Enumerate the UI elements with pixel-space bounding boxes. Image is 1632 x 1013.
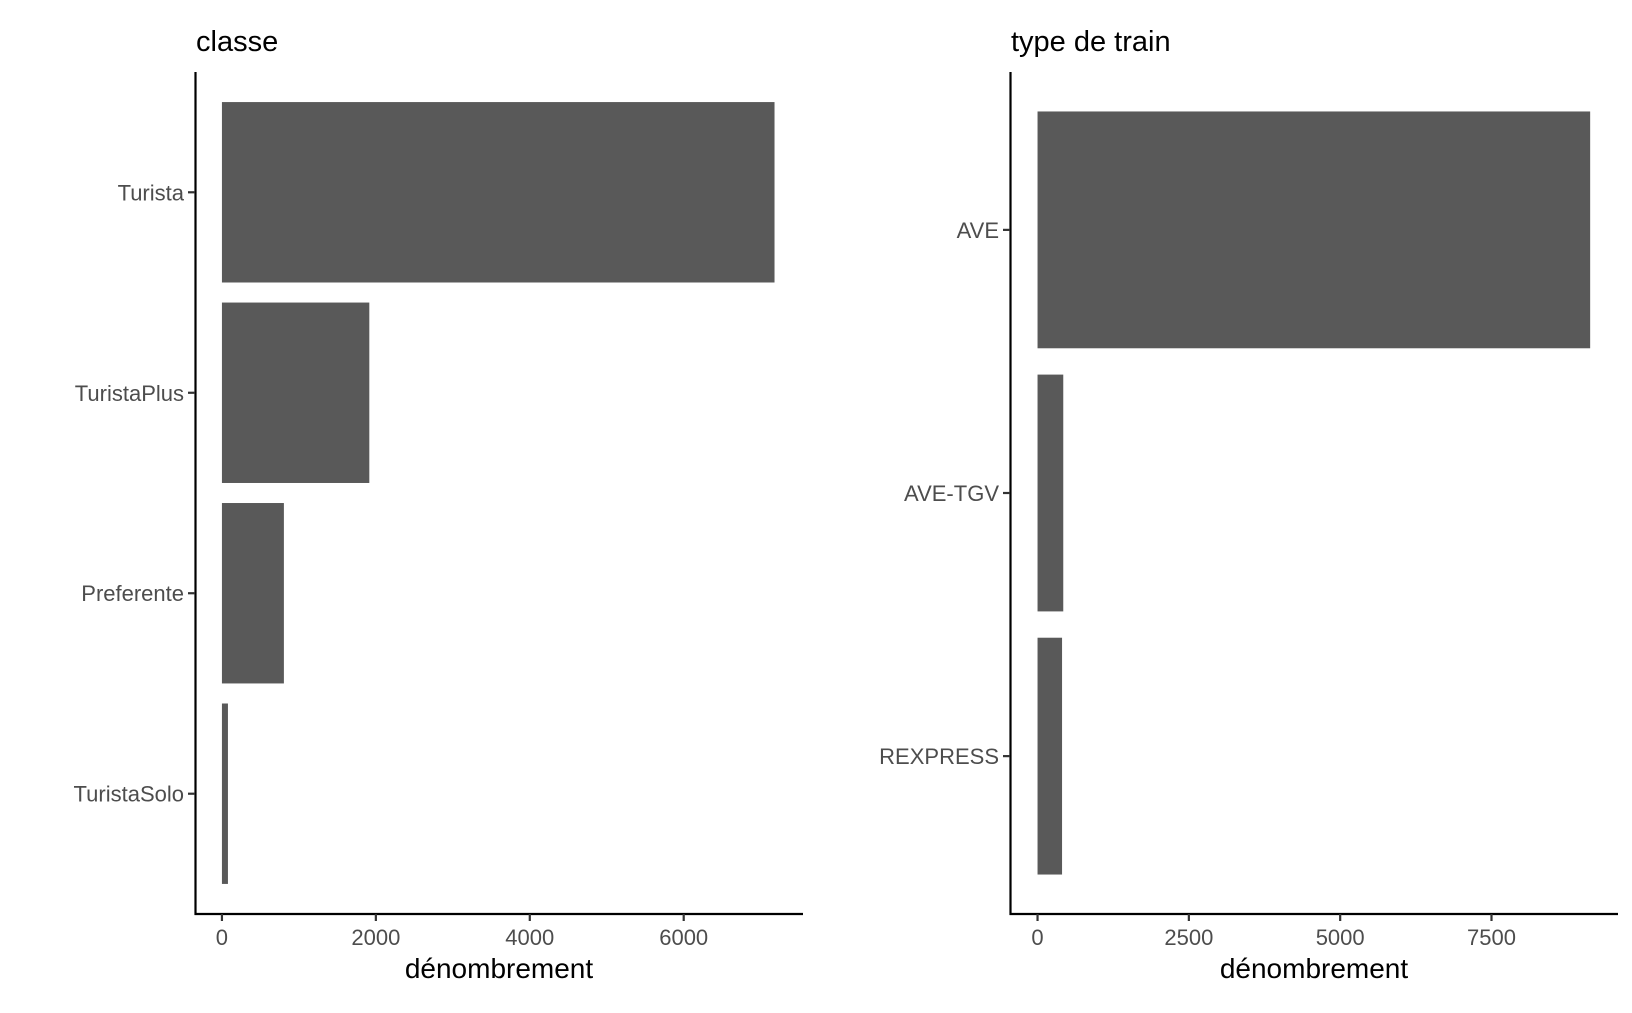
bar-ave-tgv [1037,374,1064,612]
bar-turistaplus [221,302,370,483]
y-ticks-group: Turista TuristaPlus Preferente TuristaSolo [74,180,195,807]
x-tick-label: 6000 [659,925,708,950]
y-tick-label: TuristaPlus [75,381,184,406]
y-tick-label: Preferente [81,581,184,606]
x-axis-title: dénombrement [405,953,594,984]
y-tick-label: Turista [118,180,185,205]
bar-turista [221,102,775,283]
panel-classe: classe TuristaTuristaPlusPreferenteTuris… [74,26,803,984]
x-tick-label: 4000 [505,925,554,950]
panel-title: type de train [1011,26,1171,58]
panel-title: classe [196,26,278,58]
bar-ave [1037,111,1591,349]
x-tick-label: 5000 [1316,925,1365,950]
y-tick-label: TuristaSolo [74,782,184,807]
y-ticks-group: AVE AVE-TGV REXPRESS [879,218,1010,769]
bar-rexpress [1037,637,1063,875]
bar-preferente [221,503,284,684]
x-axis-title: dénombrement [1220,953,1409,984]
x-ticks-group: 0 2000 4000 6000 [216,914,708,950]
y-tick-label: AVE [957,218,999,243]
bar-turistasolo [221,703,228,884]
x-ticks-group: 0 2500 5000 7500 [1031,914,1516,950]
y-tick-label: REXPRESS [879,744,999,769]
panel-type-de-train: type de train AVE AVE-TGV REXPRESS 0 2500 50… [879,26,1618,984]
bars-group [1037,111,1591,875]
x-tick-label: 7500 [1467,925,1516,950]
bars-group [221,102,775,884]
x-tick-label: 0 [1031,925,1043,950]
x-tick-label: 0 [216,925,228,950]
y-tick-label: AVE-TGV [904,481,999,506]
x-tick-label: 2000 [351,925,400,950]
x-tick-label: 2500 [1164,925,1213,950]
